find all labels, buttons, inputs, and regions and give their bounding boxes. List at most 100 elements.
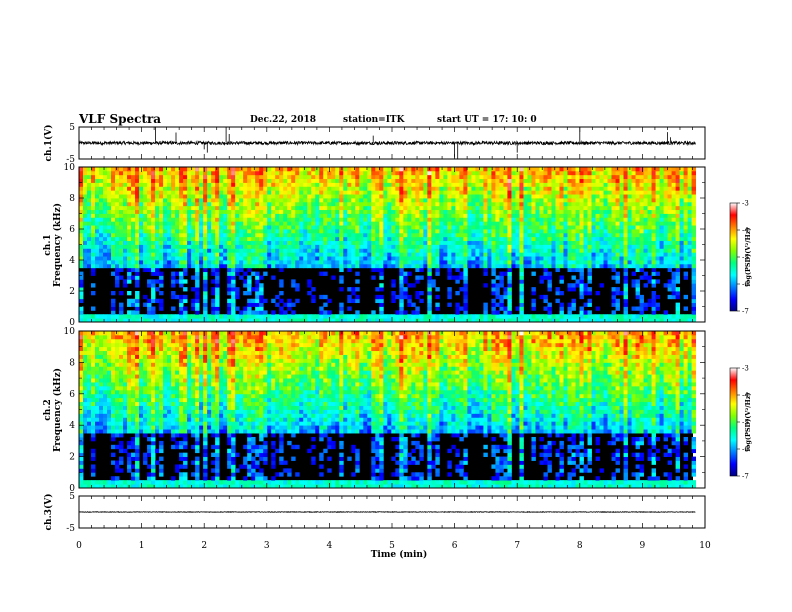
ch1-spectrogram-cell bbox=[159, 221, 164, 226]
ch1-spectrogram-cell bbox=[303, 225, 308, 230]
ch1-spectrogram-cell bbox=[543, 248, 548, 253]
ch1-spectrogram-cell bbox=[239, 205, 244, 211]
ch1-spectrogram-cell bbox=[303, 260, 308, 265]
ch1-spectrogram-cell bbox=[367, 201, 372, 207]
ch1-spectrogram-cell bbox=[603, 229, 608, 234]
ch1-spectrogram-cell bbox=[283, 244, 288, 249]
ch1-spectrogram-cell bbox=[263, 209, 268, 214]
ch1-spectrogram-cell bbox=[275, 182, 280, 187]
ch1-spectrogram-cell bbox=[467, 205, 472, 211]
ch1-spectrogram-cell bbox=[235, 248, 240, 253]
ch1-spectrogram-cell bbox=[575, 240, 580, 245]
ch1-spectrogram-cell bbox=[623, 186, 628, 191]
ch1-spectrogram-cell bbox=[567, 244, 572, 249]
ch1-spectrogram-cell bbox=[263, 201, 268, 207]
ch1-spectrogram-cell bbox=[447, 267, 452, 273]
ch1-spectrogram-cell bbox=[483, 236, 488, 242]
ch1-spectrogram-cell bbox=[579, 294, 584, 300]
ch1-spectrogram-cell bbox=[279, 244, 284, 249]
ch1-spectrogram-cell bbox=[99, 263, 104, 269]
ch1-spectrogram-cell bbox=[575, 198, 580, 203]
ch1-spectrogram-cell bbox=[551, 252, 556, 257]
ch1-spectrogram-cell bbox=[367, 198, 372, 203]
ch1-spectrogram-cell bbox=[347, 178, 352, 183]
ch1-spectrogram-cell bbox=[203, 263, 208, 269]
ch1-spectrogram-cell bbox=[631, 271, 636, 276]
ch1-spectrogram-cell bbox=[323, 213, 328, 218]
ch1-spectrogram-cell bbox=[127, 302, 132, 307]
ch1-spectrogram-cell bbox=[511, 213, 516, 218]
ch1-spectrogram-cell bbox=[335, 217, 340, 222]
ch1-spectrogram-cell bbox=[503, 240, 508, 245]
ch1-spectrogram-cell bbox=[119, 201, 124, 207]
ch1-spectrogram-cell bbox=[83, 170, 88, 176]
ch1-spectrogram-cell bbox=[579, 318, 584, 323]
ch1-spectrogram-cell bbox=[303, 217, 308, 222]
ch1-spectrogram-cell bbox=[435, 263, 440, 269]
ch1-spectrogram-cell bbox=[447, 314, 452, 319]
ch1-spectrogram-cell bbox=[591, 248, 596, 253]
ch1-spectrogram-cell bbox=[299, 229, 304, 234]
ch1-spectrogram-cell bbox=[135, 260, 140, 265]
ch1-spectrogram-cell bbox=[187, 217, 192, 222]
ch1-spectrogram-cell bbox=[179, 170, 184, 176]
ch1-spectrogram-cell bbox=[231, 318, 236, 323]
ch1-spectrogram-cell bbox=[515, 217, 520, 222]
ch1-spectrogram-cell bbox=[111, 174, 116, 180]
ch1-spectrogram-cell bbox=[515, 229, 520, 234]
ch1-spectrogram-cell bbox=[243, 279, 248, 284]
ch1-spectrogram-cell bbox=[523, 194, 528, 199]
ch1-spectrogram-cell bbox=[271, 232, 276, 238]
ch1-spectrogram-cell bbox=[399, 229, 404, 234]
ch1-spectrogram-cell bbox=[207, 221, 212, 226]
ch1-spectrogram-cell bbox=[523, 252, 528, 257]
ch1-spectrogram-cell bbox=[247, 178, 252, 183]
ch1-spectrogram-cell bbox=[443, 240, 448, 245]
ch1-spectrogram-cell bbox=[479, 252, 484, 257]
ch1-spectrogram-cell bbox=[655, 248, 660, 253]
ch1-spectrogram-cell bbox=[479, 194, 484, 199]
ch1-spectrogram-cell bbox=[135, 298, 140, 304]
ch1-spectrogram-cell bbox=[255, 209, 260, 214]
ch1-spectrogram-cell bbox=[439, 221, 444, 226]
ch1-spectrogram-cell bbox=[191, 244, 196, 249]
ch1-spectrogram-cell bbox=[231, 244, 236, 249]
ch1-spectrogram-cell bbox=[167, 178, 172, 183]
ch1-spectrogram-cell bbox=[623, 225, 628, 230]
ch1-spectrogram-cell bbox=[107, 190, 112, 195]
ch1-spectrogram-cell bbox=[407, 182, 412, 187]
ch1-spectrogram-cell bbox=[135, 240, 140, 245]
ch1-spectrogram-cell bbox=[603, 252, 608, 257]
ch1-spectrogram-cell bbox=[279, 279, 284, 284]
ch1-spectrogram-cell bbox=[583, 232, 588, 238]
ch1-spectrogram-cell bbox=[587, 232, 592, 238]
ch1-spectrogram-cell bbox=[91, 174, 96, 180]
ch1-spectrogram-cell bbox=[115, 194, 120, 199]
ch1-spectrogram-cell bbox=[651, 310, 656, 315]
ch1-spectrogram-cell bbox=[291, 279, 296, 284]
ch1-spectrogram-cell bbox=[163, 182, 168, 187]
ch1-spectrogram-cell bbox=[87, 213, 92, 218]
ch1-spectrogram-cell bbox=[587, 240, 592, 245]
ch1-spectrogram-cell bbox=[175, 256, 180, 261]
ch1-spectrogram-cell bbox=[355, 294, 360, 300]
ch1-spectrogram-cell bbox=[415, 170, 420, 176]
ch1-spectrogram-cell bbox=[399, 170, 404, 176]
ch1-spectrogram-cell bbox=[595, 190, 600, 195]
ch1-spectrogram-cell bbox=[167, 263, 172, 269]
ch1-spectrogram-cell bbox=[587, 221, 592, 226]
ch1-spectrogram-cell bbox=[135, 263, 140, 269]
ch1-spectrogram-cell bbox=[427, 186, 432, 191]
ch1-spectrogram-cell bbox=[115, 267, 120, 273]
ch1-spectrogram-cell bbox=[199, 236, 204, 242]
ch1-spectrogram-cell bbox=[279, 201, 284, 207]
ch1-spectrogram-cell bbox=[395, 221, 400, 226]
ch1-spectrogram-cell bbox=[467, 318, 472, 323]
ch1-spectrogram-cell bbox=[395, 213, 400, 218]
ch1-spectrogram-cell bbox=[299, 178, 304, 183]
ch1-spectrogram-cell bbox=[119, 275, 124, 280]
ch1-spectrogram-cell bbox=[295, 209, 300, 214]
ch1-spectrogram-cell bbox=[399, 318, 404, 323]
ch1-spectrogram-cell bbox=[663, 283, 668, 288]
ch1-spectrogram-cell bbox=[547, 186, 552, 191]
